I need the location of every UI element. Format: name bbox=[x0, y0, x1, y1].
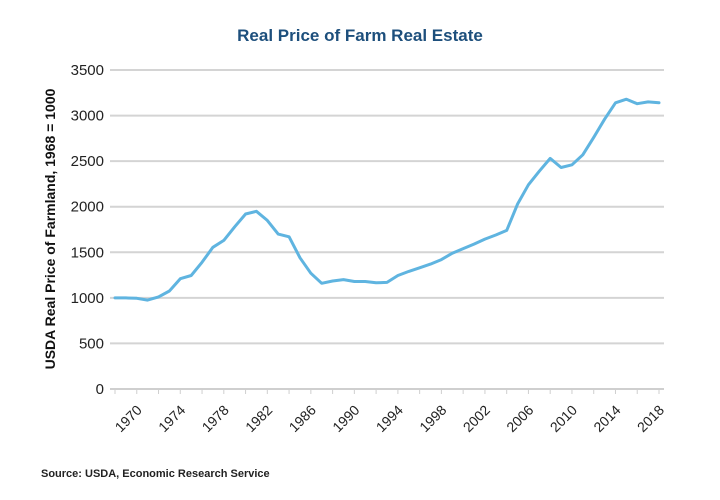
source-note: Source: USDA, Economic Research Service bbox=[41, 468, 270, 480]
y-tick-label: 500 bbox=[79, 335, 104, 352]
y-tick-label: 0 bbox=[96, 381, 104, 398]
y-axis-tick-labels: 0 500 1000 1500 2000 2500 3000 3500 bbox=[71, 62, 104, 398]
x-axis bbox=[110, 388, 664, 394]
x-tick-label: 1970 bbox=[112, 402, 145, 435]
gridlines bbox=[110, 69, 664, 345]
x-tick-label: 1998 bbox=[416, 402, 449, 435]
x-tick-label: 1990 bbox=[329, 402, 362, 435]
x-tick-label: 2018 bbox=[634, 402, 667, 435]
series-layer bbox=[113, 97, 661, 302]
x-tick-label: 1986 bbox=[286, 402, 319, 435]
x-tick-label: 1978 bbox=[199, 402, 232, 435]
series-line bbox=[113, 97, 661, 302]
x-tick-label: 1994 bbox=[373, 402, 406, 435]
x-tick-label: 2014 bbox=[590, 402, 623, 435]
x-tick-label: 2002 bbox=[460, 402, 493, 435]
y-tick-label: 1000 bbox=[71, 290, 104, 307]
y-tick-label: 2000 bbox=[71, 199, 104, 216]
y-axis-label: USDA Real Price of Farmland, 1968 = 1000 bbox=[42, 88, 58, 369]
x-axis-tick-labels: 1970 1974 1978 1982 1986 1990 1994 1998 2002 2006… bbox=[112, 402, 668, 435]
x-tick-label: 1974 bbox=[155, 402, 188, 435]
x-tick-label: 2010 bbox=[547, 402, 580, 435]
x-tick-label: 1982 bbox=[242, 402, 275, 435]
y-tick-label: 3000 bbox=[71, 108, 104, 125]
y-tick-label: 1500 bbox=[71, 244, 104, 261]
chart-title: Real Price of Farm Real Estate bbox=[237, 26, 483, 45]
x-tick-label: 2006 bbox=[503, 402, 536, 435]
y-tick-label: 2500 bbox=[71, 153, 104, 170]
y-tick-label: 3500 bbox=[71, 62, 104, 79]
